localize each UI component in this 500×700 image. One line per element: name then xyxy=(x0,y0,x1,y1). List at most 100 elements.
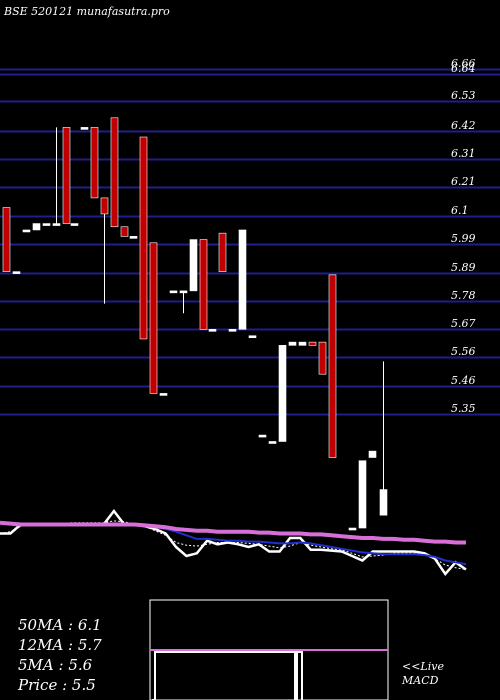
candle xyxy=(199,239,208,330)
candle xyxy=(159,393,168,396)
price-label: Price : 5.5 xyxy=(17,676,96,694)
candle xyxy=(278,345,287,442)
price-gridlines xyxy=(0,68,500,416)
candle-body-down xyxy=(100,197,109,215)
price-tick-label: 5.35 xyxy=(451,402,476,415)
price-tick-label: 5.46 xyxy=(451,374,476,387)
candle xyxy=(70,223,79,226)
price-tick-label: 6.21 xyxy=(451,175,476,188)
candle xyxy=(238,229,247,330)
candlesticks xyxy=(2,117,388,531)
candle xyxy=(379,361,388,516)
candle-body-down xyxy=(218,232,227,272)
macd-histogram xyxy=(152,651,303,700)
candle xyxy=(348,527,357,531)
chart-title: BSE 520121 munafasutra.pro xyxy=(3,5,170,18)
price-tick-label: 6.66 xyxy=(451,57,476,70)
candle-body-down xyxy=(120,226,129,237)
candle-body-up xyxy=(228,329,237,332)
candle xyxy=(62,127,71,224)
price-tick-label: 5.99 xyxy=(451,232,476,245)
price-tick-label: 5.67 xyxy=(451,317,476,330)
candle-body-up xyxy=(248,335,257,339)
candle xyxy=(189,239,198,292)
macd-label: MACD xyxy=(401,674,439,687)
candle xyxy=(139,136,148,340)
candle xyxy=(42,223,51,226)
candle-body-up xyxy=(208,329,217,332)
candle-body-up xyxy=(169,290,178,294)
candle-body-up xyxy=(348,527,357,531)
candle-body-down xyxy=(2,207,11,272)
candle-body-up xyxy=(288,341,297,346)
candle-body-up xyxy=(368,450,377,458)
price-tick-label: 5.89 xyxy=(451,261,476,274)
candle-body-up xyxy=(268,441,277,444)
price-tick-label: 5.56 xyxy=(451,345,476,358)
candle-body-up xyxy=(189,239,198,292)
candle xyxy=(120,226,129,237)
candle-body-up xyxy=(52,223,61,226)
candle-body-down xyxy=(90,127,99,199)
candle-body-up xyxy=(70,223,79,226)
ma50-label: 50MA : 6.1 xyxy=(18,616,102,634)
candle xyxy=(110,117,119,228)
candle-body-up xyxy=(238,229,247,330)
ma12-label: 12MA : 5.7 xyxy=(18,636,102,654)
candle-body-up xyxy=(80,127,89,130)
candle-body-up xyxy=(379,489,388,516)
price-tick-label: 6.31 xyxy=(451,147,476,160)
candle-body-down xyxy=(199,239,208,330)
candle-body-down xyxy=(328,274,337,458)
candle xyxy=(129,236,138,239)
candle xyxy=(288,341,297,346)
candle-body-down xyxy=(110,117,119,228)
candle-body-down xyxy=(149,242,158,394)
candle xyxy=(268,441,277,444)
ma5-label: 5MA : 5.6 xyxy=(18,656,93,674)
candle-body-up xyxy=(358,460,367,529)
candle-body-up xyxy=(22,229,31,233)
candle xyxy=(149,242,158,394)
candle-body-up xyxy=(159,393,168,396)
candle xyxy=(308,341,317,346)
candle xyxy=(228,329,237,332)
price-tick-label: 5.78 xyxy=(451,289,476,302)
price-tick-label: 6.42 xyxy=(451,119,476,132)
candle xyxy=(52,127,61,226)
candle xyxy=(358,460,367,529)
candle xyxy=(169,290,178,294)
candle xyxy=(258,434,267,438)
candle-body-down xyxy=(139,136,148,340)
candle xyxy=(248,335,257,339)
candle xyxy=(328,274,337,458)
price-tick-label: 6.1 xyxy=(451,204,469,217)
candle-body-up xyxy=(179,290,188,294)
ma-line-5ma xyxy=(0,520,467,570)
price-axis-labels: 6.666.64 6.53 6.42 6.31 6.21 6.1 5.99 5.89 5.78 5… xyxy=(451,57,476,415)
candle-body-up xyxy=(258,434,267,438)
candle xyxy=(32,223,41,231)
live-label: <<Live xyxy=(402,660,444,673)
candle-body-up xyxy=(42,223,51,226)
candle xyxy=(12,271,21,274)
price-tick-label: 6.64 xyxy=(451,62,476,75)
candle-body-down xyxy=(62,127,71,224)
candle xyxy=(22,229,31,233)
candle xyxy=(218,232,227,272)
candle xyxy=(80,127,89,130)
macd-panel xyxy=(149,599,389,700)
candle xyxy=(90,127,99,199)
candle xyxy=(2,207,11,272)
candle-body-down xyxy=(318,341,327,375)
candle xyxy=(100,197,109,304)
candle-body-up xyxy=(278,345,287,442)
price-tick-label: 6.53 xyxy=(451,89,476,102)
ma-line-50ma xyxy=(0,520,466,545)
candle xyxy=(318,341,327,375)
candle-body-down xyxy=(308,341,317,346)
candle-body-up xyxy=(32,223,41,231)
candle xyxy=(208,329,217,332)
